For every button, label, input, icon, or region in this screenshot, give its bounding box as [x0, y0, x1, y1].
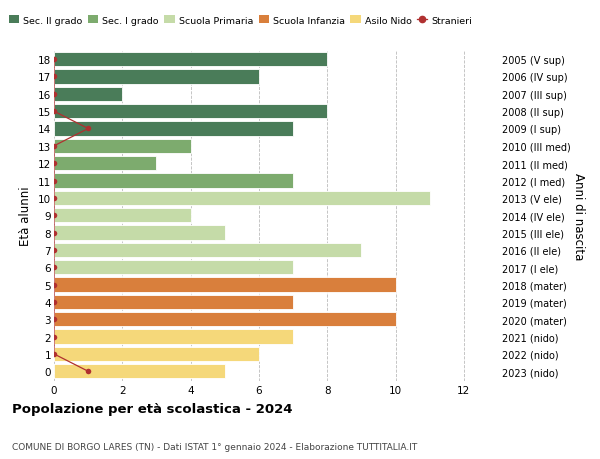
- Point: [49, 316, 59, 323]
- Point: [49, 108, 59, 116]
- Point: [49, 333, 59, 341]
- Point: [49, 56, 59, 64]
- Bar: [54, 261, 293, 275]
- Bar: [54, 140, 191, 154]
- Bar: [54, 243, 361, 257]
- Bar: [54, 313, 395, 327]
- Point: [49, 178, 59, 185]
- Bar: [54, 122, 293, 136]
- Point: [49, 298, 59, 306]
- Point: [49, 91, 59, 98]
- Point: [49, 281, 59, 289]
- Bar: [54, 226, 225, 240]
- Bar: [54, 347, 259, 361]
- Point: [49, 195, 59, 202]
- Text: Popolazione per età scolastica - 2024: Popolazione per età scolastica - 2024: [12, 403, 293, 415]
- Bar: [54, 88, 122, 102]
- Bar: [54, 174, 293, 188]
- Y-axis label: Anni di nascita: Anni di nascita: [572, 172, 585, 259]
- Bar: [54, 157, 157, 171]
- Point: [49, 212, 59, 219]
- Bar: [54, 191, 430, 206]
- Point: [49, 73, 59, 81]
- Bar: [54, 53, 327, 67]
- Point: [49, 246, 59, 254]
- Y-axis label: Età alunni: Età alunni: [19, 186, 32, 246]
- Bar: [54, 364, 225, 379]
- Point: [49, 351, 59, 358]
- Bar: [54, 278, 395, 292]
- Point: [49, 230, 59, 237]
- Point: [49, 160, 59, 168]
- Bar: [54, 105, 327, 119]
- Bar: [54, 209, 191, 223]
- Text: COMUNE DI BORGO LARES (TN) - Dati ISTAT 1° gennaio 2024 - Elaborazione TUTTITALI: COMUNE DI BORGO LARES (TN) - Dati ISTAT …: [12, 442, 417, 451]
- Point: [49, 264, 59, 271]
- Point: [83, 368, 93, 375]
- Point: [83, 126, 93, 133]
- Legend: Sec. II grado, Sec. I grado, Scuola Primaria, Scuola Infanzia, Asilo Nido, Stran: Sec. II grado, Sec. I grado, Scuola Prim…: [5, 12, 476, 29]
- Bar: [54, 70, 259, 84]
- Bar: [54, 330, 293, 344]
- Bar: [54, 295, 293, 309]
- Point: [49, 143, 59, 150]
